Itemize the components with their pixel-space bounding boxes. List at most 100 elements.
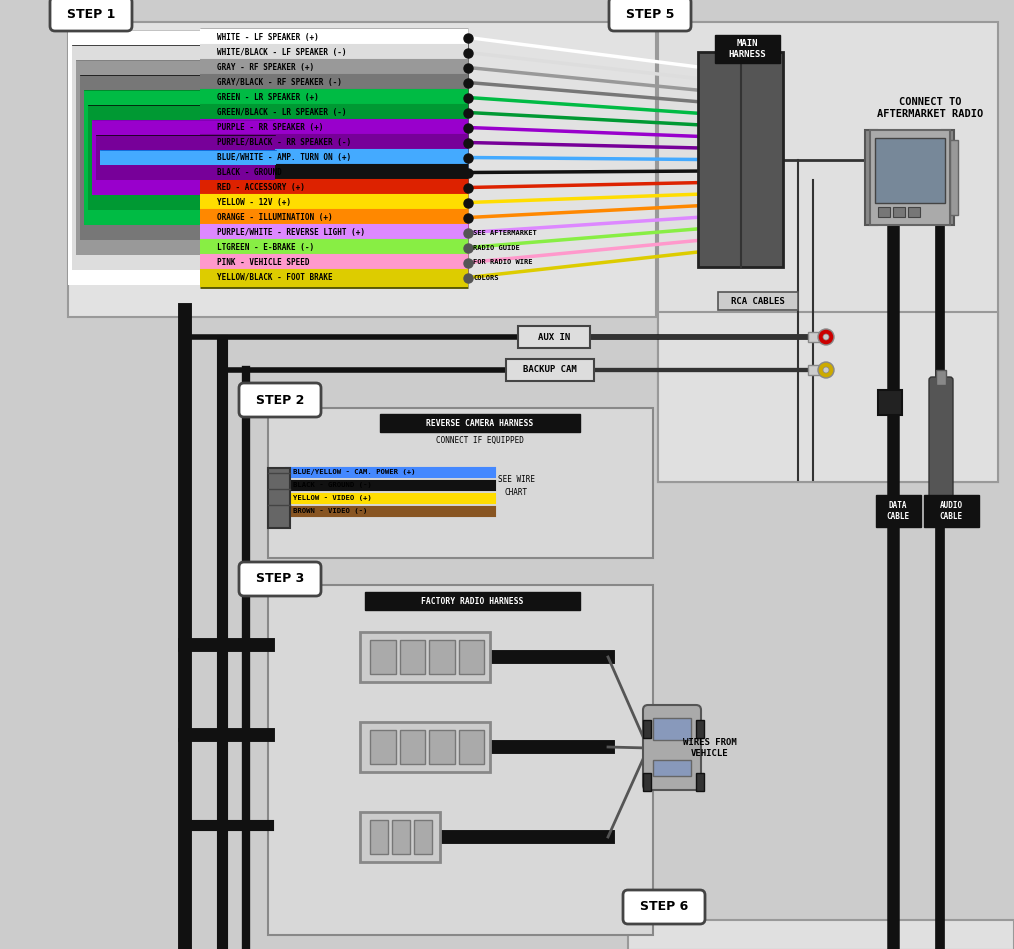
Bar xyxy=(68,22,656,317)
Text: GRAY/BLACK - RF SPEAKER (-): GRAY/BLACK - RF SPEAKER (-) xyxy=(217,78,342,87)
Text: FACTORY RADIO HARNESS: FACTORY RADIO HARNESS xyxy=(421,597,523,605)
Bar xyxy=(414,820,432,854)
Text: GREEN/BLACK - LR SPEAKER (-): GREEN/BLACK - LR SPEAKER (-) xyxy=(217,108,347,117)
Bar xyxy=(400,640,425,674)
Bar xyxy=(72,45,269,270)
Circle shape xyxy=(823,334,829,340)
Bar xyxy=(718,292,798,310)
Bar xyxy=(653,718,691,740)
Circle shape xyxy=(823,367,829,373)
Bar xyxy=(84,90,272,225)
Text: BACKUP CAM: BACKUP CAM xyxy=(523,365,577,375)
Bar xyxy=(429,730,454,764)
Bar xyxy=(76,60,270,255)
Text: PURPLE/BLACK - RR SPEAKER (-): PURPLE/BLACK - RR SPEAKER (-) xyxy=(217,138,351,147)
Text: WHITE - LF SPEAKER (+): WHITE - LF SPEAKER (+) xyxy=(217,33,318,42)
Text: GRAY - RF SPEAKER (+): GRAY - RF SPEAKER (+) xyxy=(217,63,314,72)
Bar xyxy=(360,722,490,772)
FancyBboxPatch shape xyxy=(643,705,701,790)
Text: REVERSE CAMERA HARNESS: REVERSE CAMERA HARNESS xyxy=(426,419,533,427)
Bar xyxy=(878,390,902,415)
Bar xyxy=(936,370,946,385)
FancyBboxPatch shape xyxy=(239,383,321,417)
Bar xyxy=(360,812,440,862)
Bar xyxy=(715,35,780,63)
Text: WIRES FROM
VEHICLE: WIRES FROM VEHICLE xyxy=(683,738,737,757)
Text: BLACK - GROUND (-): BLACK - GROUND (-) xyxy=(293,482,372,488)
Text: SEE AFTERMARKET: SEE AFTERMARKET xyxy=(473,230,536,235)
Bar xyxy=(268,468,290,528)
Text: ORANGE - ILLUMINATION (+): ORANGE - ILLUMINATION (+) xyxy=(217,213,333,222)
Bar xyxy=(628,920,1014,949)
Bar xyxy=(698,52,783,267)
Text: AUDIO
CABLE: AUDIO CABLE xyxy=(939,501,962,521)
Bar xyxy=(808,365,826,375)
Bar xyxy=(518,326,590,348)
Text: MAIN
HARNESS: MAIN HARNESS xyxy=(728,39,766,59)
Text: BLUE/WHITE - AMP. TURN ON (+): BLUE/WHITE - AMP. TURN ON (+) xyxy=(217,153,351,162)
Text: BLACK - GROUND: BLACK - GROUND xyxy=(217,168,282,177)
Text: STEP 3: STEP 3 xyxy=(256,572,304,586)
Text: PINK - VEHICLE SPEED: PINK - VEHICLE SPEED xyxy=(217,258,309,267)
Text: SEE WIRE: SEE WIRE xyxy=(498,474,534,483)
Bar xyxy=(908,207,920,217)
Bar xyxy=(68,30,268,285)
FancyBboxPatch shape xyxy=(50,0,132,31)
Bar xyxy=(360,632,490,682)
Text: STEP 5: STEP 5 xyxy=(626,8,674,21)
Bar xyxy=(88,105,273,210)
FancyBboxPatch shape xyxy=(623,890,705,924)
Bar xyxy=(429,640,454,674)
Bar xyxy=(80,75,271,240)
Text: FOR RADIO WIRE: FOR RADIO WIRE xyxy=(473,259,532,266)
Bar xyxy=(875,138,945,203)
Bar xyxy=(380,414,580,432)
Text: STEP 2: STEP 2 xyxy=(256,394,304,406)
Text: STEP 1: STEP 1 xyxy=(67,8,116,21)
Text: BLUE/YELLOW - CAM. POWER (+): BLUE/YELLOW - CAM. POWER (+) xyxy=(293,469,416,475)
Text: CONNECT IF EQUIPPED: CONNECT IF EQUIPPED xyxy=(436,436,524,444)
Text: YELLOW/BLACK - FOOT BRAKE: YELLOW/BLACK - FOOT BRAKE xyxy=(217,273,333,282)
FancyBboxPatch shape xyxy=(239,562,321,596)
Bar xyxy=(870,130,950,225)
Circle shape xyxy=(818,329,834,345)
Text: AUX IN: AUX IN xyxy=(537,332,570,342)
Bar xyxy=(893,207,906,217)
FancyBboxPatch shape xyxy=(609,0,691,31)
Text: RCA CABLES: RCA CABLES xyxy=(731,296,785,306)
Text: LTGREEN - E-BRAKE (-): LTGREEN - E-BRAKE (-) xyxy=(217,243,314,252)
Bar xyxy=(92,120,274,195)
Bar xyxy=(653,760,691,776)
Text: BROWN - VIDEO (-): BROWN - VIDEO (-) xyxy=(293,508,367,514)
Bar xyxy=(100,150,276,165)
FancyBboxPatch shape xyxy=(929,377,953,503)
Text: YELLOW - 12V (+): YELLOW - 12V (+) xyxy=(217,198,291,207)
Text: WHITE/BLACK - LF SPEAKER (-): WHITE/BLACK - LF SPEAKER (-) xyxy=(217,48,347,57)
Bar xyxy=(370,730,395,764)
Bar xyxy=(458,730,484,764)
Bar xyxy=(808,332,826,342)
Text: DATA
CABLE: DATA CABLE xyxy=(886,501,910,521)
Text: RADIO GUIDE: RADIO GUIDE xyxy=(473,245,520,251)
Bar xyxy=(865,130,877,225)
Text: PURPLE/WHITE - REVERSE LIGHT (+): PURPLE/WHITE - REVERSE LIGHT (+) xyxy=(217,228,365,237)
Text: COLORS: COLORS xyxy=(473,274,499,281)
Bar xyxy=(643,773,651,791)
Bar xyxy=(268,408,653,558)
Bar xyxy=(506,359,594,381)
Bar xyxy=(268,585,653,935)
Text: STEP 6: STEP 6 xyxy=(640,901,689,914)
Bar xyxy=(365,592,580,610)
Bar xyxy=(942,130,954,225)
Text: RED - ACCESSORY (+): RED - ACCESSORY (+) xyxy=(217,183,305,192)
Bar xyxy=(370,820,388,854)
Bar xyxy=(950,140,958,215)
Bar xyxy=(696,773,704,791)
Text: YELLOW - VIDEO (+): YELLOW - VIDEO (+) xyxy=(293,495,372,501)
Bar xyxy=(370,640,395,674)
Text: GREEN - LR SPEAKER (+): GREEN - LR SPEAKER (+) xyxy=(217,93,318,102)
Bar xyxy=(392,820,410,854)
Bar xyxy=(696,720,704,738)
Bar xyxy=(400,730,425,764)
Bar xyxy=(924,495,979,527)
